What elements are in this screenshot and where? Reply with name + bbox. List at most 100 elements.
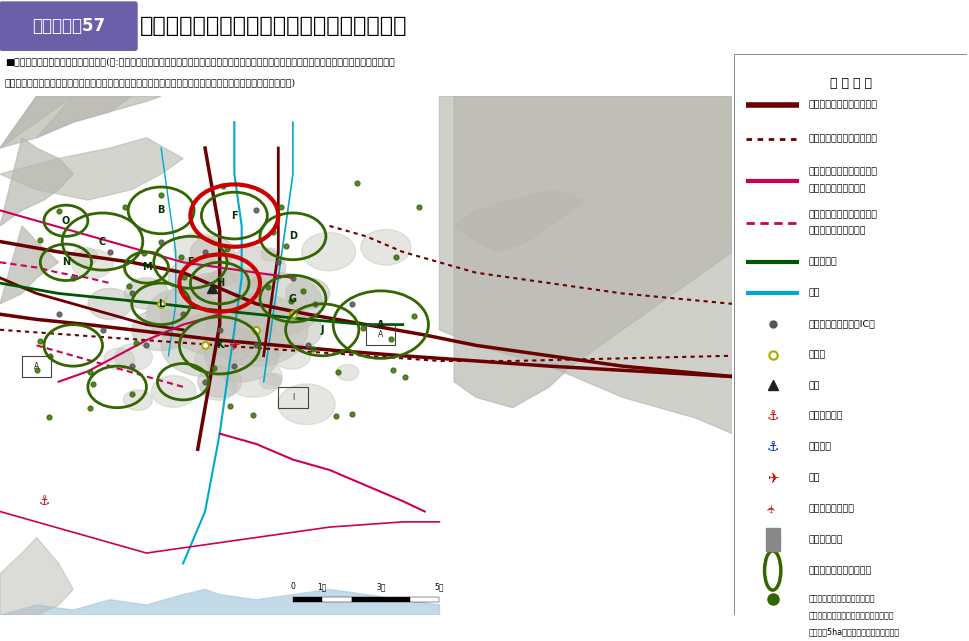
Circle shape [234, 272, 322, 335]
Polygon shape [453, 190, 585, 252]
Text: 5㎞: 5㎞ [434, 583, 444, 592]
Polygon shape [0, 96, 132, 148]
Circle shape [198, 366, 241, 397]
Circle shape [227, 247, 285, 288]
Text: ✈: ✈ [766, 504, 777, 513]
Text: 3㎞: 3㎞ [376, 583, 385, 592]
Text: 直轄国道等（供用中）: 直轄国道等（供用中） [808, 185, 865, 194]
Text: 直轄国道等（整備中）: 直轄国道等（整備中） [808, 227, 865, 236]
Text: ⚓: ⚓ [39, 495, 49, 508]
Circle shape [234, 303, 251, 315]
Text: 高規格幹線道路（供用中）: 高規格幹線道路（供用中） [808, 101, 877, 110]
Bar [365, 324, 395, 345]
Circle shape [301, 233, 356, 271]
Polygon shape [453, 96, 732, 408]
Text: 貨物営業線: 貨物営業線 [808, 258, 836, 267]
Text: 地域高規格道路（供用中）: 地域高規格道路（供用中） [808, 168, 877, 177]
Text: ⚓: ⚓ [766, 409, 778, 423]
Circle shape [260, 374, 281, 389]
Text: 重要港湾: 重要港湾 [808, 442, 831, 452]
Circle shape [114, 344, 152, 370]
Text: 0: 0 [290, 583, 296, 592]
Text: 広域防災拠点配置ゾーン: 広域防災拠点配置ゾーン [808, 566, 871, 575]
Text: 地域高規格道路（整備中）: 地域高規格道路（整備中） [808, 210, 877, 219]
Text: J: J [320, 325, 324, 335]
Circle shape [104, 348, 135, 370]
Text: A: A [377, 320, 384, 329]
Text: 高規格幹線道路（整備中）: 高規格幹線道路（整備中） [808, 134, 877, 143]
Circle shape [285, 278, 329, 309]
Polygon shape [0, 138, 73, 226]
Circle shape [146, 288, 219, 340]
Text: I: I [292, 393, 294, 402]
Circle shape [204, 294, 307, 366]
Polygon shape [0, 537, 73, 615]
Circle shape [204, 294, 264, 335]
Text: N: N [62, 257, 70, 267]
Text: インターチェンジ（IC）: インターチェンジ（IC） [808, 319, 875, 328]
Circle shape [173, 233, 220, 266]
Circle shape [261, 248, 279, 261]
Text: 空港: 空港 [808, 474, 820, 483]
Circle shape [200, 374, 236, 401]
Text: ［ 凡 例 ］: ［ 凡 例 ］ [828, 77, 871, 90]
Text: 貨物駅: 貨物駅 [808, 350, 826, 359]
Text: 利用可能なオープンスペース等: 利用可能なオープンスペース等 [808, 594, 874, 603]
Text: 特定重要港湾: 特定重要港湾 [808, 412, 842, 420]
Circle shape [169, 257, 227, 299]
Text: F: F [231, 210, 237, 221]
Text: ⚓: ⚓ [766, 440, 778, 454]
Text: 1㎞: 1㎞ [317, 583, 327, 592]
Text: 公共用ヘリポート: 公共用ヘリポート [808, 504, 854, 513]
Text: 河川: 河川 [808, 288, 820, 297]
Bar [278, 387, 307, 408]
Text: K: K [216, 340, 223, 351]
Text: E: E [187, 257, 194, 267]
Text: ■中核的な広域防災拠点の配置ゾーン(注:各ゾーンは，中核的な広域防災拠点の配置されうる可能性のある範囲を示したものである。なお，中核的な: ■中核的な広域防災拠点の配置ゾーン(注:各ゾーンは，中核的な広域防災拠点の配置さ… [5, 58, 394, 67]
Circle shape [225, 356, 282, 397]
Circle shape [190, 237, 234, 267]
Circle shape [211, 269, 235, 285]
Bar [22, 356, 51, 376]
Text: L: L [158, 299, 164, 309]
Text: C: C [99, 237, 106, 247]
Text: （県市の防災拠点として指定のあるもの: （県市の防災拠点として指定のあるもの [808, 611, 893, 620]
Text: ✈: ✈ [229, 338, 240, 353]
Circle shape [336, 364, 359, 380]
Text: D: D [289, 231, 297, 242]
Polygon shape [439, 96, 732, 433]
Text: H: H [215, 278, 224, 288]
Circle shape [132, 309, 190, 351]
Text: M: M [141, 262, 151, 272]
Circle shape [72, 249, 112, 278]
Circle shape [198, 267, 270, 319]
Polygon shape [0, 226, 58, 304]
Circle shape [204, 329, 278, 382]
Polygon shape [0, 590, 439, 615]
Text: ✈: ✈ [766, 471, 778, 485]
Text: A: A [378, 331, 383, 340]
Circle shape [241, 329, 285, 361]
Text: G: G [289, 294, 297, 304]
Text: 広域防災拠点は，被災時にはゾーンに関係なく名古屋圏全域をカバーする現地の司令塔として機能する。): 広域防災拠点は，被災時にはゾーンに関係なく名古屋圏全域をカバーする現地の司令塔と… [5, 78, 296, 87]
Circle shape [272, 342, 310, 369]
Polygon shape [0, 138, 183, 200]
Polygon shape [0, 96, 73, 148]
Circle shape [360, 229, 411, 265]
Circle shape [72, 247, 98, 266]
Text: A: A [34, 362, 39, 370]
Circle shape [161, 272, 278, 356]
Polygon shape [37, 96, 161, 138]
Circle shape [123, 390, 152, 410]
Text: 県庁: 県庁 [808, 381, 820, 390]
Text: O: O [62, 216, 70, 226]
Text: または，5ha以上のオープンスペース）: または，5ha以上のオープンスペース） [808, 628, 899, 637]
Bar [765, 528, 779, 551]
Circle shape [195, 345, 236, 374]
Text: B: B [157, 205, 165, 215]
Circle shape [151, 376, 196, 407]
FancyBboxPatch shape [0, 2, 137, 50]
Circle shape [264, 309, 322, 351]
Circle shape [161, 314, 249, 376]
Text: 名古屋圏の中核的広域防災拠点配置ゾーン図: 名古屋圏の中核的広域防災拠点配置ゾーン図 [140, 16, 407, 36]
